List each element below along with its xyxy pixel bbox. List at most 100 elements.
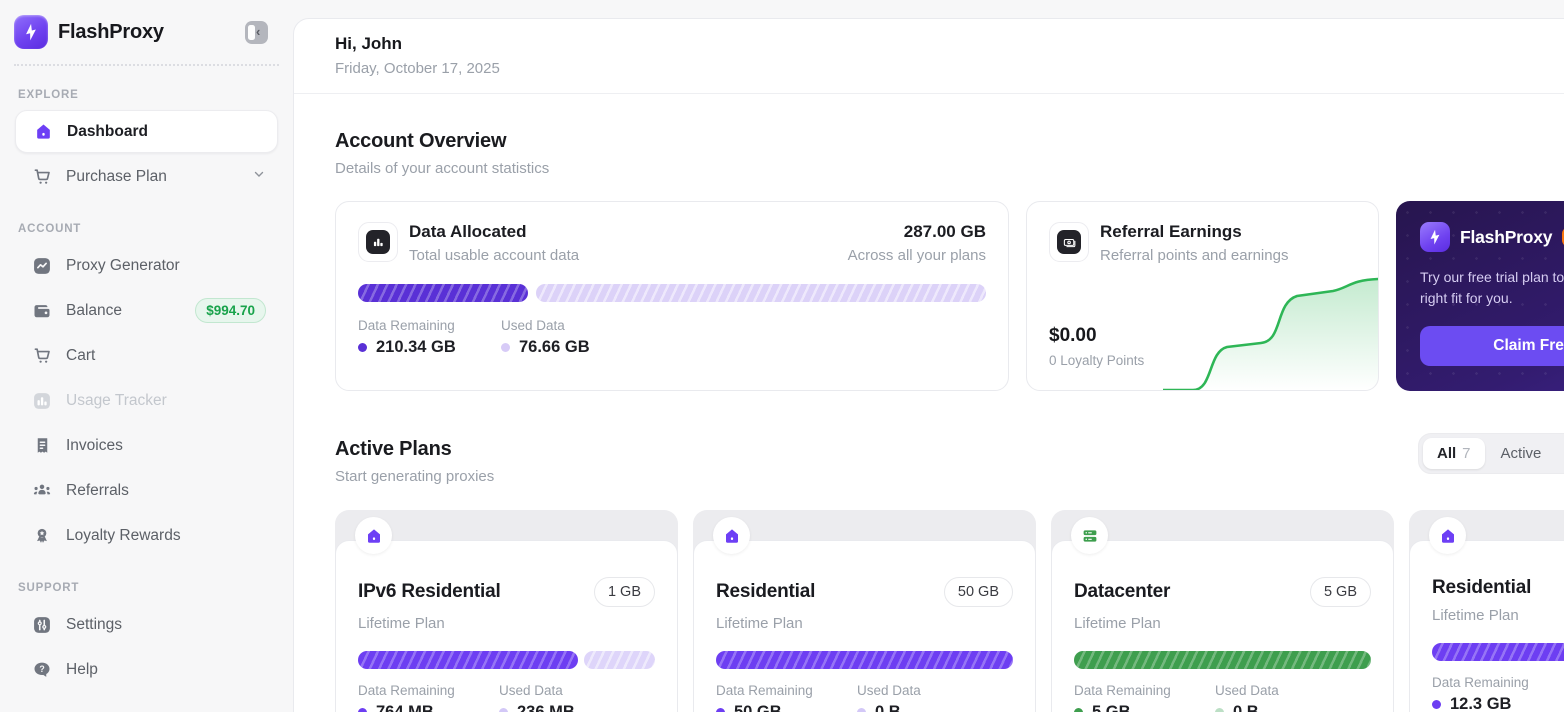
used-label: Used Data [501, 318, 565, 333]
sidebar-item-referrals[interactable]: Referrals [15, 469, 278, 512]
data-allocated-total: 287.00 GB [903, 222, 986, 241]
sidebar-item-loyalty-rewards[interactable]: Loyalty Rewards [15, 514, 278, 557]
data-allocated-total-caption: Across all your plans [847, 247, 986, 264]
cart-icon [32, 167, 52, 187]
data-allocated-header: Data Allocated Total usable account data… [358, 222, 986, 264]
referral-title: Referral Earnings [1100, 222, 1242, 241]
trial-description: Try our free trial plan to see if our pr… [1420, 269, 1564, 307]
sidebar-collapse-button[interactable]: ‹ [245, 20, 268, 44]
plan-icon-circle [1429, 517, 1466, 554]
sidebar-item-balance[interactable]: Balance $994.70 [15, 289, 278, 332]
plan-name: Residential [716, 581, 816, 602]
greeting-date: Friday, October 17, 2025 [335, 60, 500, 77]
trial-brand-name: FlashProxy [1460, 226, 1553, 247]
sidebar-item-cart[interactable]: Cart [15, 334, 278, 377]
used-value: 0 B [875, 703, 901, 712]
plan-progress-bar [358, 651, 655, 669]
plan-legend: Data Remaining 764 MB Used Data 236 MB [358, 683, 655, 712]
sidebar-item-proxy-generator[interactable]: Proxy Generator [15, 244, 278, 287]
plan-type: Lifetime Plan [1074, 615, 1161, 632]
plan-body: Datacenter 5 GB Lifetime Plan Data Remai… [1051, 540, 1394, 712]
sidebar-item-label: Invoices [66, 436, 123, 454]
plan-type: Lifetime Plan [358, 615, 445, 632]
progress-segment-remaining [358, 284, 528, 302]
trial-badge: TRIAL [1562, 227, 1564, 247]
remaining-dot [1074, 708, 1083, 712]
data-allocated-card: Data Allocated Total usable account data… [335, 201, 1009, 391]
tab-active[interactable]: Active [1487, 438, 1556, 469]
claim-free-trial-button[interactable]: Claim Free Trial [1420, 325, 1564, 366]
bolt-icon [26, 23, 36, 41]
plan-progress-bar [1074, 651, 1371, 669]
data-allocated-icon-tile [358, 222, 398, 262]
section-label-support: SUPPORT [18, 582, 80, 594]
progress-segment-remaining [1074, 651, 1371, 669]
plan-body: IPv6 Residential 1 GB Lifetime Plan Data… [335, 540, 678, 712]
sidebar-divider [14, 64, 279, 66]
medal-icon [32, 526, 52, 546]
plan-size-badge: 1 GB [593, 577, 655, 607]
plan-name: Datacenter [1074, 581, 1171, 602]
receipt-icon [32, 436, 52, 456]
sidebar-item-help[interactable]: ? Help [15, 648, 278, 691]
plan-card-ipv6-residential[interactable]: IPv6 Residential 1 GB Lifetime Plan Data… [335, 510, 678, 712]
sidebar-item-label: Dashboard [67, 122, 148, 140]
used-label: Used Data [857, 683, 921, 698]
used-label: Used Data [499, 683, 563, 698]
plan-progress-bar [1432, 643, 1564, 661]
help-icon: ? [32, 660, 52, 680]
account-overview-section: Account Overview Details of your account… [294, 130, 1564, 391]
active-plans-section: Active Plans Start generating proxies Al… [294, 433, 1564, 712]
tab-active-label: Active [1500, 445, 1542, 462]
progress-segment-used [583, 651, 655, 669]
remaining-value: 50 GB [734, 703, 782, 712]
plan-name: IPv6 Residential [358, 581, 501, 602]
cash-icon [1057, 230, 1081, 254]
plan-icon-circle [355, 517, 392, 554]
tab-all-label: All [1437, 445, 1457, 462]
sidebar-item-settings[interactable]: Settings [15, 603, 278, 646]
used-dot [1215, 708, 1224, 712]
plan-card-datacenter[interactable]: Datacenter 5 GB Lifetime Plan Data Remai… [1051, 510, 1394, 712]
plan-size-badge: 50 GB [943, 577, 1013, 607]
account-overview-subtitle: Details of your account statistics [335, 160, 550, 177]
greeting-text: Hi, John [335, 34, 403, 53]
referral-earnings-header: Referral Earnings Referral points and ea… [1049, 222, 1356, 264]
tab-all[interactable]: All 7 [1423, 438, 1485, 469]
free-trial-card: FlashProxy TRIAL Try our free trial plan… [1396, 201, 1564, 391]
plan-card-residential[interactable]: Residential 50 GB Lifetime Plan Data Rem… [693, 510, 1036, 712]
progress-segment-used [535, 284, 986, 302]
sliders-icon [32, 615, 52, 635]
chevron-left-icon: ‹ [256, 23, 261, 39]
flashproxy-logo [14, 15, 48, 49]
referral-points: 0 Loyalty Points [1049, 353, 1145, 368]
sidebar-item-dashboard[interactable]: Dashboard [15, 110, 278, 153]
bar-chart-icon [32, 391, 52, 411]
home-icon [725, 528, 738, 543]
remaining-label: Data Remaining [1074, 683, 1171, 698]
home-icon [33, 122, 53, 142]
sidebar-item-invoices[interactable]: Invoices [15, 424, 278, 467]
panel-icon [248, 24, 255, 40]
flashproxy-logo [1420, 222, 1450, 252]
cart-icon [32, 346, 52, 366]
remaining-dot [716, 708, 725, 712]
plan-type: Lifetime Plan [1432, 607, 1519, 624]
sidebar-item-label: Loyalty Rewards [66, 526, 181, 544]
active-plans-subtitle: Start generating proxies [335, 468, 495, 485]
remaining-dot [1432, 700, 1441, 709]
data-allocated-legend: Data Remaining 210.34 GB Used Data 76.66… [358, 318, 986, 357]
remaining-value: 764 MB [376, 703, 434, 712]
plan-card-residential-2[interactable]: Residential Lifetime Plan Data Remaining… [1409, 510, 1564, 712]
brand-name: FlashProxy [58, 20, 164, 43]
overview-cards-row: Data Allocated Total usable account data… [335, 201, 1564, 391]
sidebar-item-purchase-plan[interactable]: Purchase Plan [15, 155, 278, 198]
svg-text:?: ? [39, 664, 44, 674]
data-allocated-subtitle: Total usable account data [409, 247, 580, 264]
sidebar-item-label: Usage Tracker [66, 391, 167, 409]
plan-cards-row: IPv6 Residential 1 GB Lifetime Plan Data… [335, 510, 1564, 712]
progress-segment-remaining [358, 651, 578, 669]
referral-earnings-card: Referral Earnings Referral points and ea… [1026, 201, 1379, 391]
sidebar-item-usage-tracker: Usage Tracker [15, 379, 278, 422]
sidebar-item-label: Purchase Plan [66, 167, 167, 185]
